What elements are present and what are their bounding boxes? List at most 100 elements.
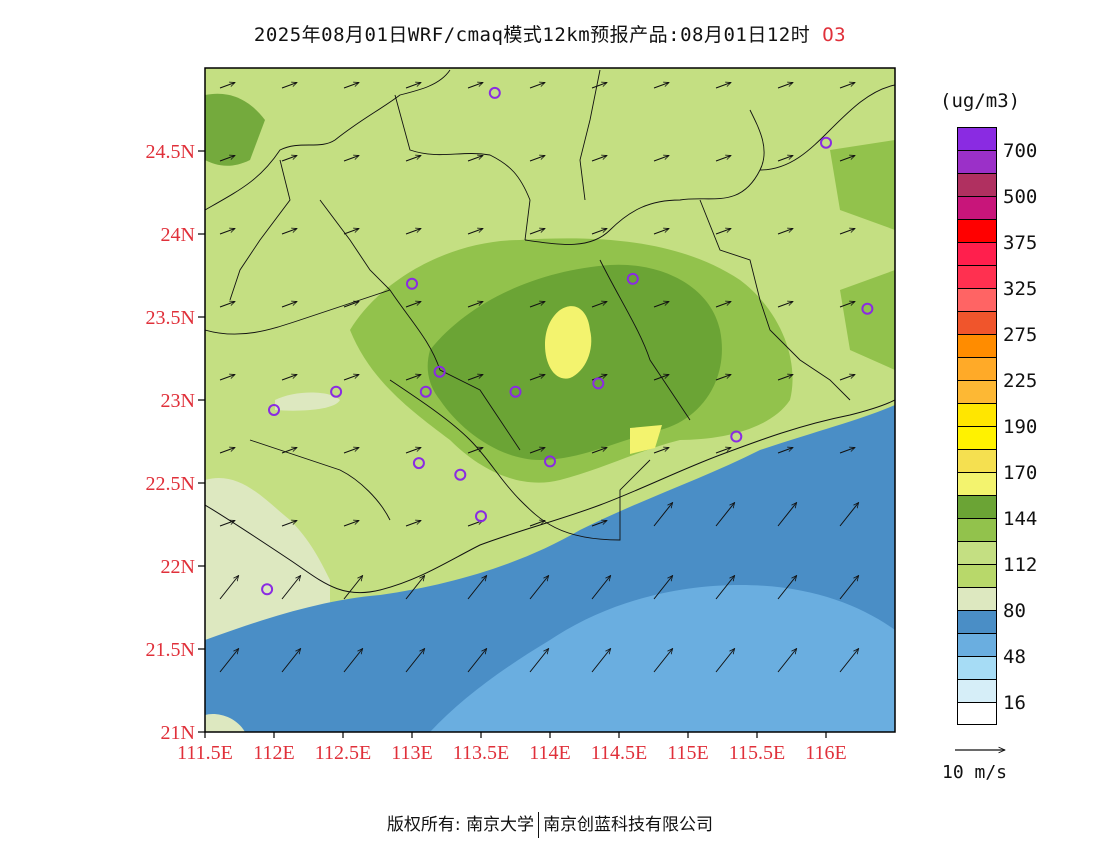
wind-arrow [653,503,673,527]
wind-arrow [653,83,669,89]
admin-boundaries [205,69,895,541]
wind-arrow [777,375,793,381]
station-marker [509,385,522,398]
org-nju: 南京大学 [466,815,535,835]
wind-arrow [591,448,607,454]
wind-arrow [839,375,855,381]
wind-arrow [219,576,239,600]
wind-arrow [281,521,297,527]
wind-arrow [405,448,421,454]
land-northwest-high [205,93,265,166]
wind-arrow [715,302,731,308]
station-marker [406,277,418,290]
concentration-field [205,68,895,732]
legend-swatch [957,127,997,150]
wind-arrow [281,302,297,308]
wind-arrow [715,448,731,454]
wind-arrow [591,83,607,89]
sea-corner-land [205,713,245,732]
wind-arrow [219,521,235,527]
wind-arrow [653,448,669,454]
wind-arrow [529,448,545,454]
legend-swatch [957,288,997,311]
wind-arrow [343,448,359,454]
legend-tick-label: 375 [1003,232,1038,254]
wind-arrow [343,375,359,381]
wind-arrow [281,83,297,89]
coastline [205,399,895,594]
legend-swatch [957,403,997,426]
wind-arrow [653,576,673,600]
wind-arrow [219,156,235,162]
wind-arrow [343,576,363,600]
station-marker [330,385,343,398]
land-west-low [205,478,330,640]
lon-label: 114.5E [591,742,647,764]
wind-arrow [281,448,297,454]
lat-label: 23N [161,390,195,412]
wind-arrow [591,229,607,235]
station-marker [488,86,501,99]
wind-arrow [777,302,793,308]
wind-arrow [529,576,549,600]
legend-swatch [957,587,997,610]
sea-offshore [430,585,895,732]
legend-swatch [957,357,997,380]
station-marker [592,377,605,390]
wind-arrow [653,375,669,381]
map-title: 2025年08月01日WRF/cmaq模式12km预报产品:08月01日12时 O… [0,20,1100,47]
wind-arrow [219,448,235,454]
legend-swatch [957,541,997,564]
wind-arrow [529,521,545,527]
legend-tick-label: 700 [1003,140,1038,162]
wind-arrow [777,503,797,527]
wind-arrow [591,649,611,673]
wind-arrow [715,156,731,162]
station-marker [268,403,280,416]
lon-label: 114E [529,742,570,764]
wind-arrow [715,229,731,235]
wind-arrow [219,83,235,89]
wind-arrow [839,448,855,454]
wind-arrow [529,156,545,162]
lon-label: 112E [253,742,294,764]
wind-arrow [529,375,545,381]
ozone-peak-south [630,425,662,454]
wind-arrow [777,156,793,162]
legend-swatch [957,311,997,334]
legend-swatch [957,679,997,702]
station-marker [419,385,432,398]
legend-tick-label: 325 [1003,278,1038,300]
ozone-peak-north [545,306,592,379]
legend-swatch [957,702,997,725]
wind-arrow [591,156,607,162]
wind-arrow [219,229,235,235]
station-marker [412,457,425,470]
legend-tick-label: 225 [1003,370,1038,392]
footer-separator [538,812,540,838]
wind-reference-label: 10 m/s [942,762,1008,783]
lat-label: 22N [161,556,195,578]
legend-tick-label: 80 [1003,600,1026,622]
station-marker [820,136,832,149]
wind-arrow [591,302,607,308]
wind-arrow [839,229,855,235]
lat-label: 22.5N [146,473,195,495]
latitude-axis: 24.5N 24N 23.5N 23N 22.5N 22N 21.5N 21N [146,141,205,744]
station-marker [433,365,446,378]
wind-arrow [839,649,859,673]
lat-label: 21.5N [146,639,195,661]
wind-arrow [281,156,297,162]
lon-label: 116E [805,742,846,764]
legend-swatch [957,656,997,679]
legend-swatch [957,380,997,403]
wind-arrow [219,649,239,673]
wind-arrow [529,83,545,89]
station-marker [454,468,467,481]
wind-arrow [777,649,797,673]
legend-swatch [957,472,997,495]
lon-label: 111.5E [177,742,233,764]
wind-arrow [653,302,669,308]
station-marker [261,583,274,596]
wind-arrow [715,83,731,89]
